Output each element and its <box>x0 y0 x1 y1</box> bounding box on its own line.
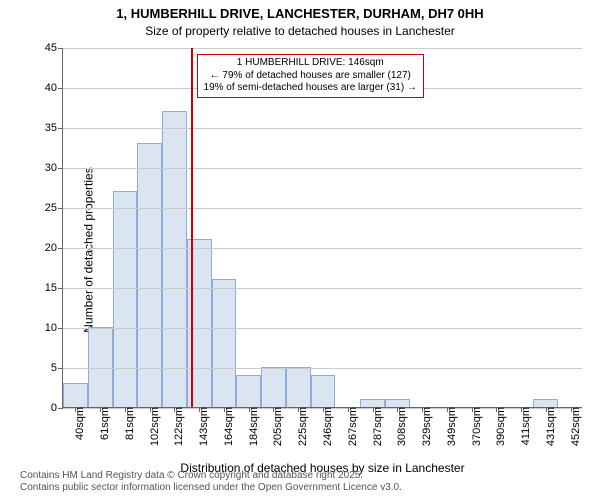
x-tick-label: 370sqm <box>461 407 483 446</box>
bar <box>162 111 187 407</box>
bar <box>385 399 410 407</box>
y-tick-label: 5 <box>51 362 63 374</box>
annotation-line3: 19% of semi-detached houses are larger (… <box>204 82 417 95</box>
x-tick-label: 246sqm <box>312 407 334 446</box>
x-tick-label: 205sqm <box>262 407 284 446</box>
x-tick-label: 61sqm <box>89 407 111 440</box>
x-tick-label: 349sqm <box>436 407 458 446</box>
y-tick-label: 30 <box>45 162 63 174</box>
footer-line1: Contains HM Land Registry data © Crown c… <box>20 470 402 482</box>
x-tick-label: 225sqm <box>287 407 309 446</box>
x-tick-label: 267sqm <box>337 407 359 446</box>
bar <box>212 279 237 407</box>
annotation-line2: ← 79% of detached houses are smaller (12… <box>204 70 417 83</box>
bar <box>236 375 261 407</box>
bar <box>360 399 385 407</box>
bars-layer <box>63 48 582 407</box>
annotation-box: 1 HUMBERHILL DRIVE: 146sqm← 79% of detac… <box>197 54 424 98</box>
chart-title-line2: Size of property relative to detached ho… <box>0 24 600 38</box>
x-tick-label: 164sqm <box>213 407 235 446</box>
bar <box>88 327 113 407</box>
y-tick-label: 45 <box>45 42 63 54</box>
x-tick-label: 81sqm <box>114 407 136 440</box>
y-tick-label: 40 <box>45 82 63 94</box>
x-tick-label: 287sqm <box>362 407 384 446</box>
footer-line2: Contains public sector information licen… <box>20 482 402 494</box>
bar <box>63 383 88 407</box>
y-tick-label: 0 <box>51 402 63 414</box>
y-tick-label: 10 <box>45 322 63 334</box>
x-tick-label: 102sqm <box>139 407 161 446</box>
y-tick-label: 20 <box>45 242 63 254</box>
reference-line <box>191 48 193 407</box>
x-tick-label: 122sqm <box>163 407 185 446</box>
bar <box>261 367 286 407</box>
x-tick-label: 390sqm <box>485 407 507 446</box>
chart-footer: Contains HM Land Registry data © Crown c… <box>20 470 402 494</box>
histogram-chart: 1, HUMBERHILL DRIVE, LANCHESTER, DURHAM,… <box>0 0 600 500</box>
y-tick-label: 35 <box>45 122 63 134</box>
x-tick-label: 329sqm <box>411 407 433 446</box>
annotation-line1: 1 HUMBERHILL DRIVE: 146sqm <box>204 57 417 70</box>
x-tick-label: 40sqm <box>64 407 86 440</box>
x-tick-label: 431sqm <box>535 407 557 446</box>
x-tick-label: 184sqm <box>238 407 260 446</box>
bar <box>113 191 138 407</box>
x-tick-label: 143sqm <box>188 407 210 446</box>
bar <box>533 399 558 407</box>
bar <box>137 143 162 407</box>
y-tick-label: 25 <box>45 202 63 214</box>
chart-title-line1: 1, HUMBERHILL DRIVE, LANCHESTER, DURHAM,… <box>0 6 600 21</box>
bar <box>311 375 336 407</box>
x-tick-label: 452sqm <box>560 407 582 446</box>
x-tick-label: 411sqm <box>510 407 532 445</box>
plot-area: Distribution of detached houses by size … <box>62 48 582 408</box>
y-tick-label: 15 <box>45 282 63 294</box>
bar <box>286 367 311 407</box>
x-tick-label: 308sqm <box>386 407 408 446</box>
